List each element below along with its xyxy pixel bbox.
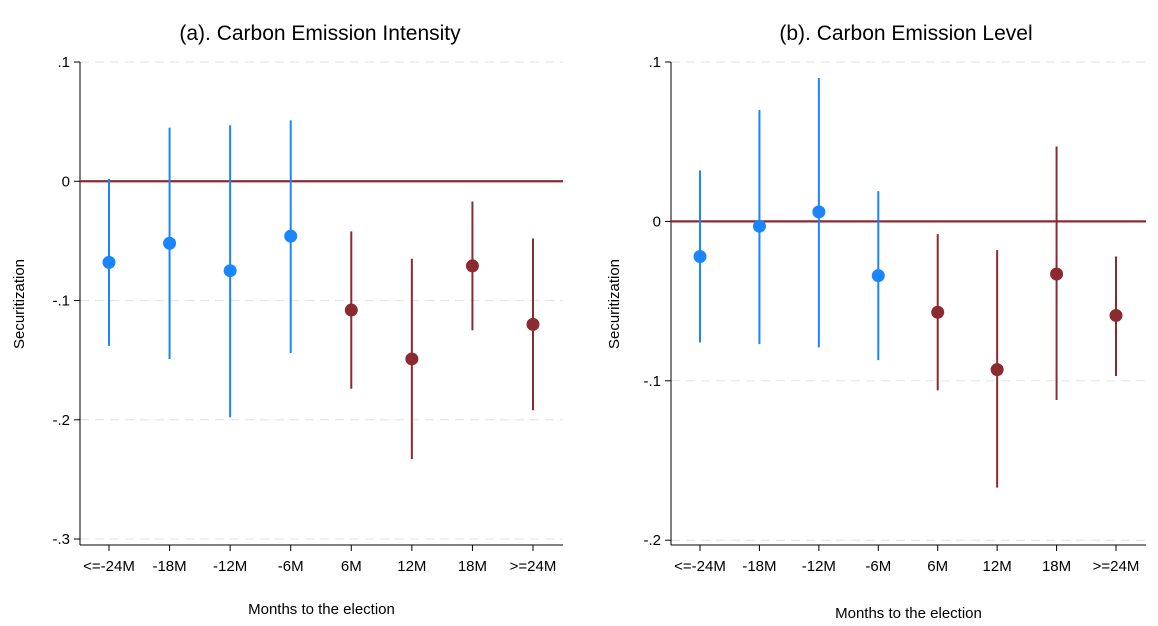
point-estimate (344, 303, 358, 317)
point-estimate (163, 236, 177, 250)
x-axis-label: Months to the election (248, 601, 395, 618)
point-estimate (405, 352, 419, 366)
y-tick-label: -.1 (52, 293, 70, 310)
x-axis-label: Months to the election (835, 605, 982, 622)
point-estimate (871, 269, 885, 283)
y-tick-label: .1 (57, 54, 70, 71)
x-tick-label: -6M (278, 558, 304, 575)
y-tick-label: 0 (62, 173, 70, 190)
x-tick-label: 6M (341, 558, 362, 575)
point-estimate (1109, 308, 1123, 322)
point-estimate (1050, 267, 1064, 281)
point-estimate (465, 259, 479, 273)
x-tick-label: -18M (152, 558, 186, 575)
x-tick-label: 6M (927, 558, 948, 575)
x-tick-label: >=24M (510, 558, 557, 575)
point-estimate (223, 264, 237, 278)
chart-title: (a). Carbon Emission Intensity (179, 22, 461, 45)
point-estimate (752, 219, 766, 233)
chart-carbon-emission-level: (b). Carbon Emission Level .1 0 -.1 -.2 <=-24… (606, 22, 1146, 622)
point-estimate (812, 205, 826, 219)
y-tick-label: -.2 (643, 532, 661, 549)
y-axis-label: Securitization (606, 259, 623, 349)
x-tick-label: -12M (213, 558, 247, 575)
x-tick-label: 18M (458, 558, 487, 575)
chart-title: (b). Carbon Emission Level (779, 22, 1032, 45)
point-estimate (693, 249, 707, 263)
chart-carbon-emission-intensity: (a). Carbon Emission Intensity .1 0 -.1 -.2 -… (11, 22, 563, 618)
x-tick-label: 18M (1042, 558, 1071, 575)
x-tick-label: -6M (865, 558, 891, 575)
x-tick-label: 12M (397, 558, 426, 575)
x-tick-label: 12M (983, 558, 1012, 575)
y-tick-label: .1 (648, 54, 661, 71)
point-estimate (526, 317, 540, 331)
y-tick-label: 0 (653, 213, 661, 230)
x-tick-label: -12M (802, 558, 836, 575)
x-tick-label: >=24M (1093, 558, 1140, 575)
point-estimate (990, 363, 1004, 377)
x-tick-label: <=-24M (83, 558, 135, 575)
y-tick-label: -.2 (52, 412, 70, 429)
point-estimate (102, 255, 116, 269)
y-tick-label: -.3 (52, 531, 70, 548)
y-tick-label: -.1 (643, 373, 661, 390)
x-tick-label: -18M (742, 558, 776, 575)
y-axis-label: Securitization (11, 259, 28, 349)
point-estimate (284, 229, 298, 243)
x-tick-label: <=-24M (674, 558, 726, 575)
point-estimate (931, 305, 945, 319)
